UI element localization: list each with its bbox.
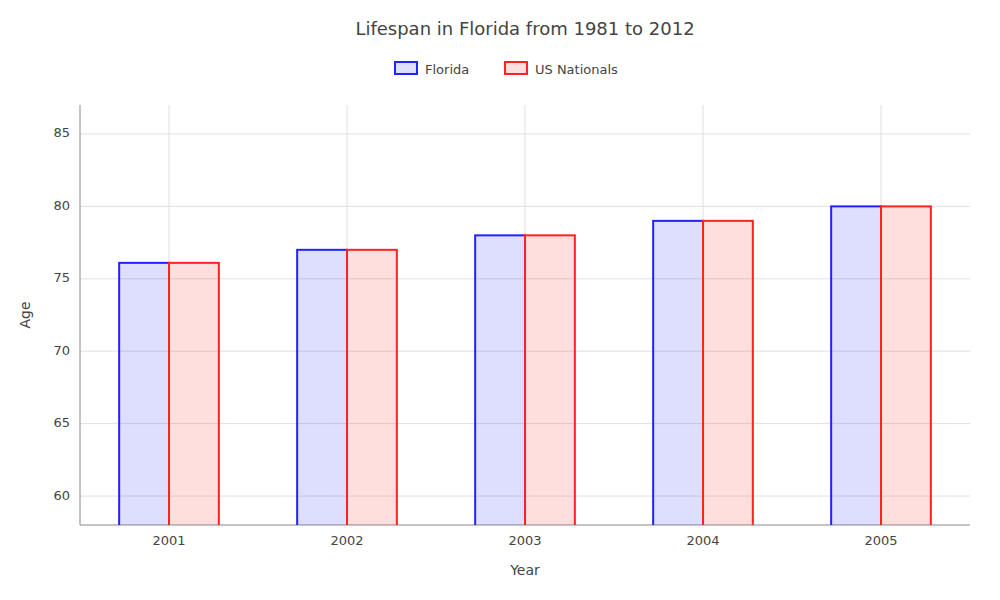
bar bbox=[831, 206, 881, 525]
y-tick-label: 60 bbox=[53, 488, 70, 503]
bar bbox=[653, 221, 703, 525]
x-tick-label: 2003 bbox=[508, 533, 541, 548]
x-tick-label: 2002 bbox=[330, 533, 363, 548]
x-tick-label: 2005 bbox=[864, 533, 897, 548]
bars bbox=[119, 206, 931, 525]
bar bbox=[525, 235, 575, 525]
legend-label: US Nationals bbox=[535, 62, 618, 77]
bar bbox=[119, 263, 169, 525]
chart-container: 60 65 70 75 80 85 2001 2002 2003 2004 2005 Year Age L… bbox=[0, 0, 1000, 600]
legend-label: Florida bbox=[425, 62, 469, 77]
chart-title: Lifespan in Florida from 1981 to 2012 bbox=[355, 18, 694, 39]
y-tick-label: 65 bbox=[53, 415, 70, 430]
bar bbox=[881, 206, 931, 525]
bar bbox=[297, 250, 347, 525]
y-tick-label: 70 bbox=[53, 343, 70, 358]
x-tick-label: 2004 bbox=[686, 533, 719, 548]
y-tick-label: 75 bbox=[53, 270, 70, 285]
bar bbox=[475, 235, 525, 525]
y-tick-label: 85 bbox=[53, 125, 70, 140]
bar bbox=[169, 263, 219, 525]
x-tick-label: 2001 bbox=[152, 533, 185, 548]
bar bbox=[347, 250, 397, 525]
y-tick-label: 80 bbox=[53, 198, 70, 213]
legend-swatch bbox=[395, 62, 417, 74]
y-axis-label: Age bbox=[17, 301, 33, 328]
chart-svg: 60 65 70 75 80 85 2001 2002 2003 2004 2005 Year Age L… bbox=[0, 0, 1000, 600]
legend: Florida US Nationals bbox=[395, 62, 618, 77]
legend-swatch bbox=[505, 62, 527, 74]
y-axis-line bbox=[80, 105, 81, 525]
bar bbox=[703, 221, 753, 525]
x-axis-label: Year bbox=[509, 562, 540, 578]
